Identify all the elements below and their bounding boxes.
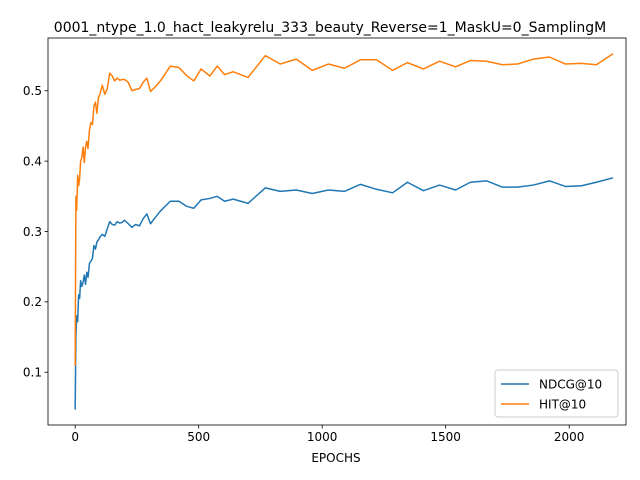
x-tick-label: 2000 (554, 430, 585, 444)
x-tick-label: 1500 (430, 430, 461, 444)
plot-area: 0 500 1000 1500 2000 0.1 0.2 0.3 0.4 0.5 (23, 37, 627, 444)
series-line-ndcg (74, 177, 614, 410)
x-tick-label: 500 (187, 430, 210, 444)
legend-box (494, 369, 619, 418)
legend-label: NDCG@10 (539, 378, 602, 392)
y-tick-label: 0.3 (23, 225, 42, 239)
x-tick-label: 0 (71, 430, 79, 444)
legend-label: HIT@10 (539, 398, 586, 412)
x-tick-label: 1000 (307, 430, 338, 444)
x-axis-label: EPOCHS (311, 451, 360, 465)
y-tick-label: 0.1 (23, 366, 42, 380)
y-tick-label: 0.2 (23, 295, 42, 309)
y-tick-label: 0.4 (23, 154, 42, 168)
series-line-hit (74, 53, 614, 366)
legend: NDCG@10 HIT@10 (494, 369, 619, 418)
chart-title: 0001_ntype_1.0_hact_leakyrelu_333_beauty… (54, 20, 606, 36)
y-tick-label: 0.5 (23, 84, 42, 98)
